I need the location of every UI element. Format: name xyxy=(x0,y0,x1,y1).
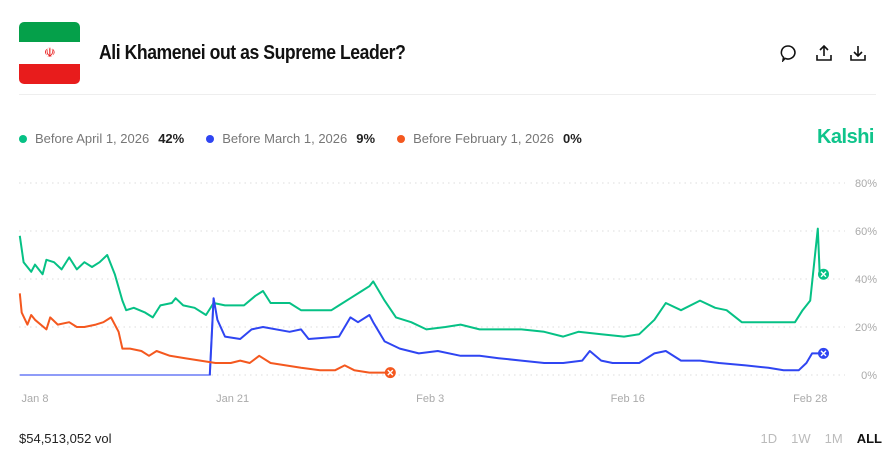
comment-icon[interactable] xyxy=(779,44,797,62)
x-tick-label: Jan 8 xyxy=(22,393,49,405)
legend-value: 0% xyxy=(562,131,582,146)
download-icon[interactable] xyxy=(849,44,867,62)
iran-flag: ☫ xyxy=(19,22,80,84)
legend-item-march[interactable]: Before March 1, 2026 9% xyxy=(206,131,375,146)
legend-label: Before February 1, 2026 xyxy=(413,131,554,146)
y-tick-label: 0% xyxy=(861,370,877,382)
series-line xyxy=(18,227,824,338)
volume: $54,513,052 vol xyxy=(19,431,112,446)
emblem-icon: ☫ xyxy=(44,45,56,60)
range-all[interactable]: ALL xyxy=(856,431,882,446)
legend: Before April 1, 2026 42% Before March 1, … xyxy=(19,131,604,146)
series-line-inactive xyxy=(19,298,215,376)
close-icon xyxy=(820,350,827,357)
legend-item-april[interactable]: Before April 1, 2026 42% xyxy=(19,131,184,146)
y-tick-label: 60% xyxy=(855,226,877,238)
price-chart[interactable]: 0% 20% 40% 60% 80% Jan 8 Jan 21 Feb 3 Feb 16 Feb … xyxy=(0,170,895,415)
page-title: Ali Khamenei out as Supreme Leader? xyxy=(99,42,406,64)
range-1d[interactable]: 1D xyxy=(760,431,778,446)
range-1w[interactable]: 1W xyxy=(791,431,811,446)
legend-label: Before April 1, 2026 xyxy=(35,131,150,146)
legend-dot xyxy=(206,134,215,143)
range-selector: 1D 1W 1M ALL xyxy=(761,431,882,446)
x-tick-label: Feb 16 xyxy=(611,393,645,405)
x-tick-label: Jan 21 xyxy=(216,393,249,405)
legend-item-february[interactable]: Before February 1, 2026 0% xyxy=(397,131,582,146)
series-line xyxy=(208,297,824,376)
close-icon xyxy=(387,369,394,376)
series-line xyxy=(18,293,391,374)
legend-dot xyxy=(19,134,27,143)
close-icon xyxy=(820,271,827,278)
x-tick-label: Feb 28 xyxy=(793,393,827,405)
x-tick-label: Feb 3 xyxy=(416,393,444,405)
y-tick-label: 80% xyxy=(855,178,877,190)
y-tick-label: 40% xyxy=(855,274,877,286)
legend-dot xyxy=(397,134,406,143)
share-icon[interactable] xyxy=(815,44,833,62)
y-tick-label: 20% xyxy=(855,322,877,334)
legend-label: Before March 1, 2026 xyxy=(222,131,348,146)
legend-value: 42% xyxy=(158,131,185,146)
kalshi-logo: Kalshi xyxy=(816,126,875,148)
range-1m[interactable]: 1M xyxy=(824,431,843,446)
legend-value: 9% xyxy=(356,131,376,146)
divider xyxy=(19,94,876,95)
